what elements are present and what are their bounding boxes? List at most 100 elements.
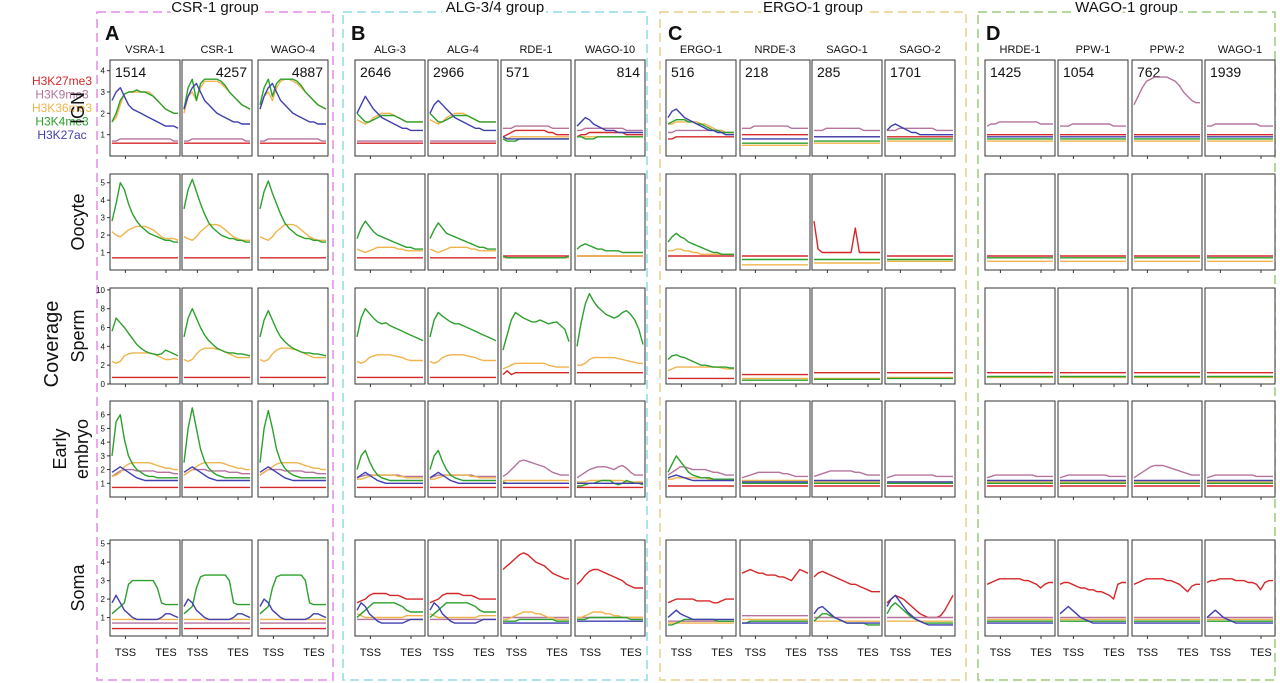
gene-count: 1514 [115,64,146,80]
series-line-h3k4me3 [667,232,734,255]
series-line-h3k4me3 [502,255,570,259]
series-line-h3k9me3 [184,138,250,142]
plot-frame [665,400,737,498]
series-line-h3k27ac [886,594,953,626]
plot-frame [427,173,499,271]
y-tick-label: 10 [96,286,105,295]
series-line-h3k36me3 [502,362,569,370]
y-tick-label: 3 [101,214,106,223]
x-tick-label: TSS [263,647,284,659]
panel-name: SAGO-2 [899,44,941,56]
panel-name: PPW-1 [1076,44,1111,56]
series-line-h3k9me3 [1133,464,1200,479]
series-line-h3k36me3 [259,223,326,241]
group-title: ERGO-1 group [763,0,863,16]
row-label-soma: Soma [68,564,88,612]
plot-frame [109,539,181,637]
series-line-h3k27ac [183,82,250,125]
plot-frame [884,400,956,498]
plot-frame [427,59,499,157]
figure-y-label: Coverage [41,301,63,388]
plot-frame [354,287,426,385]
series-line-h3k27me3 [667,598,734,604]
series-line-h3k4me3 [259,409,326,479]
series-line-h3k9me3 [111,468,178,477]
group-box-c [659,11,967,681]
series-line-h3k9me3 [986,474,1053,479]
x-tick-label: TES [1030,647,1051,659]
plot-frame [1131,59,1203,157]
series-line-h3k4me3 [429,602,496,619]
y-tick-label: 4 [101,438,106,447]
series-line-h3k27ac [356,602,423,624]
series-line-h3k36me3 [183,462,250,476]
series-line-h3k9me3 [260,138,326,142]
panel-name: SAGO-1 [826,44,868,56]
x-tick-label: TSS [1137,647,1158,659]
y-tick-label: 6 [101,411,106,420]
panel-letter-b: B [351,23,365,45]
plot-frame [574,287,646,385]
x-tick-label: TES [155,647,176,659]
legend-item-h3k36me3: H3K36me3 [32,101,92,115]
plot-frame [665,59,737,157]
series-line-h3k36me3 [429,246,496,254]
series-line-h3k27me3 [1059,581,1126,600]
series-line-h3k4me3 [356,220,423,250]
series-line-h3k27ac [356,471,423,484]
series-line-h3k9me3 [502,459,569,477]
series-line-h3k9me3 [886,474,953,479]
x-tick-label: TSS [580,647,601,659]
plot-frame [257,287,329,385]
plot-frame [1204,173,1276,271]
series-line-h3k27ac [183,598,251,621]
x-tick-label: TES [473,647,494,659]
panel-letter-a: A [105,23,119,45]
plot-frame [500,173,572,271]
series-line-h3k36me3 [430,474,496,480]
plot-frame [1057,59,1129,157]
y-tick-label: 4 [101,342,106,351]
plot-frame [884,173,956,271]
y-tick-label: 2 [101,595,106,604]
y-tick-label: 1 [101,249,106,258]
series-line-h3k27ac [111,466,178,482]
series-line-h3k9me3 [887,127,953,132]
series-line-h3k9me3 [813,470,880,478]
x-tick-label: TES [227,647,248,659]
plot-frame [1057,287,1129,385]
series-line-h3k4me3 [429,112,496,123]
plot-frame [884,287,956,385]
series-line-h3k9me3 [1206,474,1273,479]
group-box-a [96,11,334,681]
series-line-h3k36me3 [429,613,496,619]
plot-frame [354,539,426,637]
series-line-h3k36me3 [259,462,326,476]
plot-frame [500,59,572,157]
series-line-h3k27ac [1206,609,1273,624]
row-label-text: Early [50,428,70,469]
y-tick-label: 2 [101,109,106,118]
y-tick-label: 2 [101,231,106,240]
y-tick-label: 5 [101,540,106,549]
series-line-h3k27me3 [741,568,809,582]
y-tick-label: 4 [101,67,106,76]
series-line-h3k27me3 [502,129,569,138]
series-line-h3k27ac [813,605,880,624]
plot-frame [1131,173,1203,271]
gene-count: 218 [745,64,769,80]
series-line-h3k9me3 [1133,76,1200,106]
y-tick-label: 2 [101,466,106,475]
gene-count: 814 [617,64,641,80]
plot-frame [884,59,956,157]
legend-item-h3k9me3: H3K9me3 [35,88,89,102]
group-box-b [342,11,648,681]
plot-frame [574,173,646,271]
y-tick-label: 1 [101,131,106,140]
series-line-h3k27ac [111,594,179,621]
row-label-oocyte: Oocyte [68,193,88,250]
series-line-h3k36me3 [356,613,423,619]
row-label-text: IGN [68,92,88,124]
series-line-h3k4me3 [667,354,734,369]
